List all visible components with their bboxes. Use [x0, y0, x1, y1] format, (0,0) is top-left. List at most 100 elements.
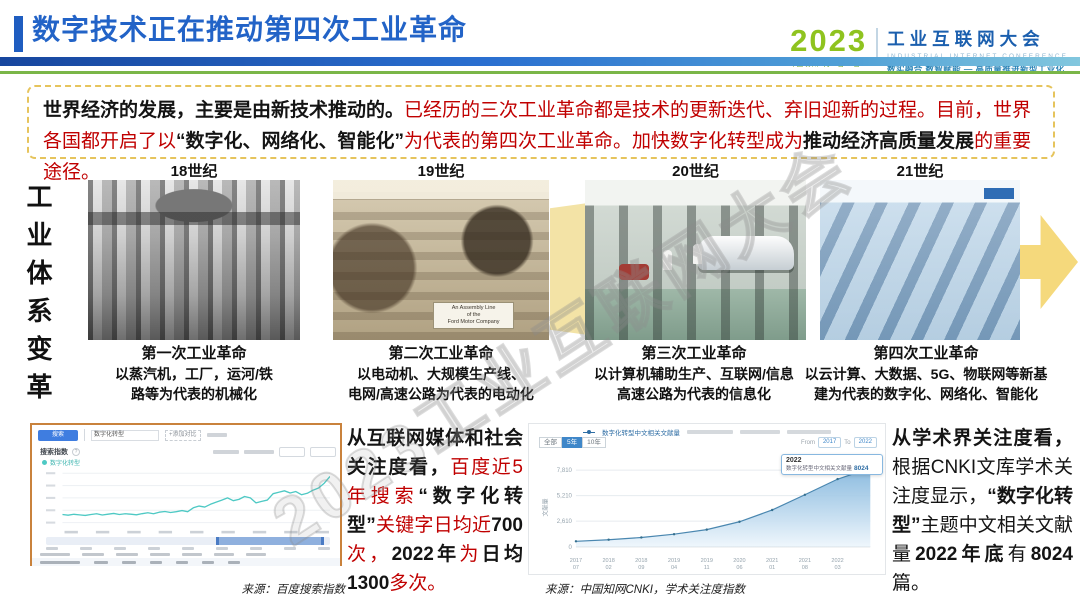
svg-text:2022: 2022 — [831, 558, 843, 564]
era-photo-mechanization — [88, 180, 300, 340]
era-photo-electrification: An Assembly Line of the Ford Motor Compa… — [333, 180, 549, 340]
worker-figure — [693, 244, 702, 264]
cnki-legend-secondary[interactable] — [687, 430, 733, 434]
from-year-select[interactable]: 2017 — [817, 437, 842, 448]
era-desc: 以蒸汽机，工厂，运河/铁 路等为代表的机械化 — [115, 366, 273, 402]
baidu-table-header — [40, 553, 336, 556]
tab-all[interactable]: 全部 — [539, 437, 562, 448]
header-green-line — [0, 71, 1080, 74]
baidu-source-caption: 来源：百度搜索指数 — [241, 584, 346, 596]
baidu-add-compare-button[interactable]: +添加对比 — [165, 429, 201, 441]
title-accent-bar — [14, 16, 23, 52]
page-title: 数字技术正在推动第四次工业革命 — [32, 14, 468, 45]
logo-year: 2023 — [790, 23, 868, 58]
cnki-source-caption: 来源：中国知网CNKI，学术关注度指数 — [545, 584, 745, 596]
baidu-table-row[interactable] — [32, 558, 340, 566]
baidu-range-filters[interactable] — [213, 447, 336, 457]
car-part-shape — [619, 264, 649, 280]
ford-assembly-line-sign: An Assembly Line of the Ford Motor Compa… — [432, 301, 515, 329]
baidu-legend-label: 数字化转型 — [50, 461, 81, 467]
cnki-chart-card: 数字化转型中文相关文献量 全部 5年 10年 From 2017 To 2022 — [528, 423, 886, 575]
info-icon: ? — [72, 448, 80, 456]
cnki-year-range: From 2017 To 2022 — [801, 437, 877, 448]
baidu-annotation-text: 从互联网媒体和社会关注度看，百度近5年搜索“数字化转型”关键字日均近700次，2… — [347, 428, 523, 594]
baidu-legend[interactable]: 数字化转型 — [42, 458, 80, 467]
svg-text:2021: 2021 — [799, 558, 811, 564]
era-desc: 以云计算、大数据、5G、物联网等新基 建为代表的数字化、网络化、智能化 — [804, 366, 1048, 402]
svg-text:04: 04 — [671, 565, 677, 571]
tab-10y[interactable]: 10年 — [582, 437, 606, 448]
cnki-legend-secondary[interactable] — [787, 430, 831, 434]
era-desc: 以电动机、大规模生产线、 电网/高速公路为代表的电动化 — [348, 366, 534, 402]
era-century-19: 19世纪 — [417, 163, 465, 180]
svg-text:2018: 2018 — [635, 558, 647, 564]
svg-text:文献量: 文献量 — [542, 498, 550, 516]
logo-name-cn: 工业互联网大会 — [887, 29, 1045, 49]
svg-text:2019: 2019 — [668, 558, 680, 564]
chart-tooltip: 2022 数字化转型中文相关文献量 8024 — [781, 454, 883, 475]
to-label: To — [844, 439, 851, 446]
brush-selection[interactable] — [216, 537, 325, 545]
from-label: From — [800, 439, 815, 446]
car-shape — [698, 236, 794, 270]
conference-logo: 2023 中国·苏州 8月14日-18日 工业互联网大会 INDUSTRIAL … — [790, 23, 1068, 75]
tooltip-year: 2022 — [786, 457, 802, 464]
baidu-panel-header: 搜索指数 ? — [40, 447, 336, 457]
timeline-arrow-mid — [550, 203, 588, 335]
era-century-18: 18世纪 — [170, 163, 218, 180]
era-desc: 以计算机辅助生产、互联网/信息 高速公路为代表的信息化 — [594, 366, 794, 402]
cnki-legend-secondary[interactable] — [740, 430, 780, 434]
svg-text:2021: 2021 — [766, 558, 778, 564]
baidu-toolbar: 搜索 数字化转型 +添加对比 — [38, 429, 227, 441]
svg-text:07: 07 — [573, 565, 579, 571]
era-title: 第三次工业革命 — [641, 345, 747, 362]
logo-divider — [876, 28, 879, 66]
tooltip-value: 8024 — [854, 465, 869, 472]
svg-text:03: 03 — [835, 565, 841, 571]
era-title: 第四次工业革命 — [873, 345, 979, 362]
svg-text:5,210: 5,210 — [557, 494, 573, 500]
era-century-20: 20世纪 — [672, 163, 719, 180]
logo-slogan: 数实融合 数智赋能 — 高质量推进新型工业化 — [887, 64, 1065, 74]
toolbar-divider — [84, 429, 85, 441]
baidu-index-chart-card: 搜索 数字化转型 +添加对比 搜索指数 ? 数字化转型 — [30, 423, 342, 566]
svg-text:11: 11 — [704, 565, 710, 571]
to-year-select[interactable]: 2022 — [853, 437, 877, 448]
toolbar-placeholder — [206, 433, 227, 437]
era-caption-4: 第四次工业革命 以云计算、大数据、5G、物联网等新基 建为代表的数字化、网络化、… — [796, 344, 1056, 404]
factory-sign — [984, 188, 1014, 199]
cnki-controls: 全部 5年 10年 From 2017 To 2022 — [539, 437, 877, 448]
era-photo-informatization — [585, 180, 806, 340]
baidu-search-term-input[interactable]: 数字化转型 — [91, 429, 159, 441]
svg-text:2018: 2018 — [602, 558, 614, 564]
baidu-time-brush[interactable] — [46, 537, 330, 545]
era-caption-3: 第三次工业革命 以计算机辅助生产、互联网/信息 高速公路为代表的信息化 — [566, 344, 822, 404]
svg-text:7,810: 7,810 — [557, 468, 573, 474]
baidu-panel-title: 搜索指数 — [40, 449, 68, 456]
era-caption-1: 第一次工业革命 以蒸汽机，工厂，运河/铁 路等为代表的机械化 — [78, 344, 310, 404]
svg-text:2020: 2020 — [733, 558, 745, 564]
svg-text:2019: 2019 — [701, 558, 713, 564]
tab-5y[interactable]: 5年 — [562, 437, 583, 448]
svg-text:2017: 2017 — [570, 558, 582, 564]
worker-figure — [663, 250, 672, 270]
cnki-legend-primary[interactable]: 数字化转型中文相关文献量 — [602, 430, 680, 437]
brush-scale-labels — [46, 547, 330, 550]
cnki-legend-row: 数字化转型中文相关文献量 — [529, 427, 885, 437]
svg-text:2,610: 2,610 — [557, 519, 573, 525]
section-side-label: 工业体系变革 — [23, 183, 53, 411]
baidu-search-button[interactable]: 搜索 — [38, 429, 78, 441]
tooltip-value-row: 数字化转型中文相关文献量 8024 — [786, 464, 878, 472]
baidu-trend-chart — [46, 472, 330, 534]
svg-text:02: 02 — [606, 565, 612, 571]
era-century-21: 21世纪 — [896, 163, 944, 180]
legend-dot-icon — [42, 460, 47, 465]
svg-text:09: 09 — [638, 565, 644, 571]
cnki-annotation-text: 从学术界关注度看，根据CNKI文库学术关注度显示，“数字化转型”主题中文相关文献… — [892, 428, 1073, 594]
svg-text:06: 06 — [736, 565, 742, 571]
svg-text:01: 01 — [769, 565, 775, 571]
intro-text: 世界经济的发展，主要是由新技术推动的。已经历的三次工业革命都是技术的更新迭代、弃… — [43, 100, 1032, 183]
legend-line-marker-icon — [583, 430, 595, 434]
tooltip-label: 数字化转型中文相关文献量 — [786, 466, 853, 472]
logo-name-en: INDUSTRIAL INTERNET CONFERENCE — [887, 53, 1068, 60]
